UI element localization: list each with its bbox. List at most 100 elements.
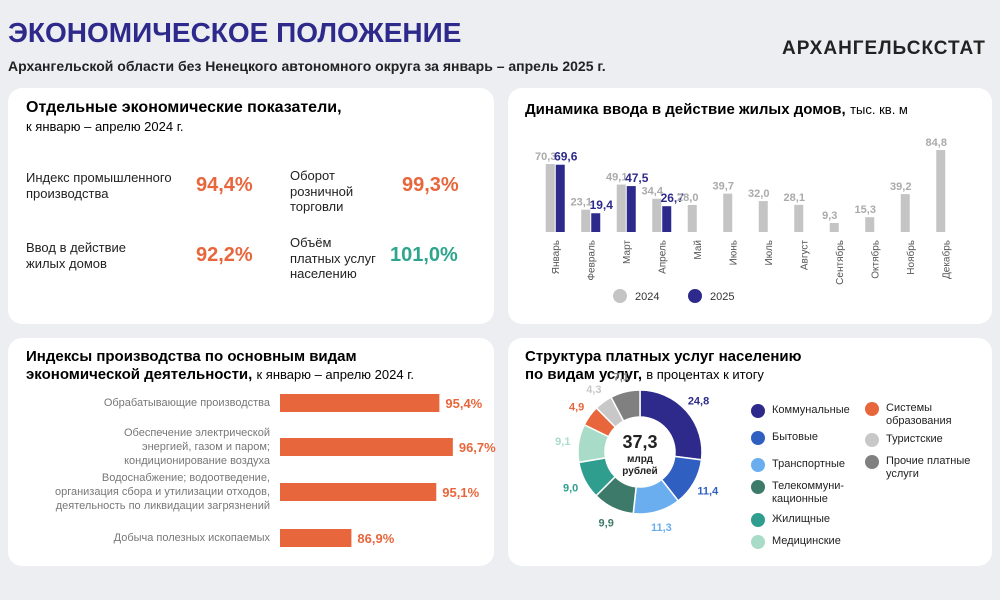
- indicator-value: 94,4%: [196, 174, 253, 196]
- value-label: 9,3: [822, 210, 837, 222]
- x-tick-label: Ноябрь: [905, 240, 917, 275]
- value-label: 49,1: [606, 172, 627, 184]
- bar: [687, 204, 697, 232]
- brand: АРХАНГЕЛЬСКСТАТ: [782, 38, 986, 59]
- bar: [280, 483, 437, 501]
- value-label: 9,9: [599, 517, 614, 529]
- value-label: 70,3: [535, 151, 556, 163]
- indicator-label: Индекс промышленного производства: [26, 170, 172, 201]
- bar: [591, 213, 601, 232]
- bar: [662, 206, 672, 232]
- category-label: Водоснабжение; водоотведение, организаци…: [54, 471, 270, 513]
- page-subtitle: Архангельской области без Ненецкого авто…: [8, 58, 606, 74]
- legend-marker: [865, 433, 879, 447]
- subtitle: в процентах к итогу: [646, 367, 764, 382]
- legend-label: Транспортные: [772, 458, 845, 470]
- value-label: 95,1%: [442, 485, 479, 500]
- value-label: 7,1: [614, 371, 629, 383]
- panel: [8, 88, 494, 324]
- value-label: 24,8: [688, 395, 709, 407]
- legend-marker: [751, 513, 765, 527]
- legend-label: 2025: [710, 291, 734, 303]
- panel: [508, 88, 992, 324]
- subtitle: к январю – апрелю 2024 г.: [256, 367, 414, 382]
- legend-label: Прочие платные услуги: [886, 455, 971, 481]
- legend-label: Туристские: [886, 433, 943, 445]
- value-label: 47,5: [625, 171, 649, 185]
- x-tick-label: Август: [799, 240, 810, 271]
- title: Структура платных услуг населению по вид…: [525, 348, 802, 383]
- x-tick-label: Май: [693, 240, 704, 260]
- indicator-value: 99,3%: [402, 174, 459, 196]
- legend-label: 2024: [635, 291, 659, 303]
- legend-marker: [751, 535, 765, 549]
- x-tick-label: Декабрь: [940, 240, 952, 279]
- panel-title: Отдельные экономические показатели, к янв…: [26, 98, 466, 136]
- bar: [626, 186, 636, 232]
- value-label: 69,6: [554, 150, 578, 164]
- bar: [545, 164, 555, 232]
- value-label: 9,1: [555, 436, 570, 448]
- panel-title: Индексы производства по основным видам э…: [26, 348, 486, 384]
- title: Динамика ввода в действие жилых домов,: [525, 101, 846, 118]
- x-tick-label: Октябрь: [869, 240, 881, 279]
- bar: [555, 164, 565, 232]
- legend-label: Системы образования: [886, 402, 952, 428]
- value-label: 28,0: [677, 192, 698, 204]
- x-tick-label: Февраль: [586, 240, 597, 281]
- x-tick-label: Сентябрь: [834, 240, 846, 285]
- category-label: Обеспечение электрической энергией, газо…: [124, 426, 270, 468]
- legend-label: Бытовые: [772, 431, 819, 443]
- legend-marker: [613, 289, 627, 303]
- unit: тыс. кв. м: [850, 102, 908, 117]
- x-tick-label: Апрель: [657, 240, 668, 274]
- legend-marker: [865, 402, 879, 416]
- value-label: 39,7: [713, 181, 734, 193]
- donut-slice: [610, 389, 641, 423]
- title: Индексы производства по основным видам э…: [26, 348, 357, 383]
- value-label: 19,4: [590, 198, 614, 212]
- value-label: 4,3: [586, 384, 601, 396]
- bar: [936, 150, 946, 232]
- bar: [900, 194, 910, 232]
- indicator-value: 92,2%: [196, 244, 253, 266]
- value-label: 95,4%: [445, 396, 482, 411]
- x-tick-label: Июль: [764, 240, 775, 266]
- indicator-label: Ввод в действие жилых домов: [26, 240, 127, 271]
- legend-marker: [751, 480, 765, 494]
- bar: [652, 198, 662, 232]
- title: Отдельные экономические показатели,: [26, 99, 342, 116]
- category-label: Добыча полезных ископаемых: [113, 532, 270, 544]
- legend-label: Коммунальные: [772, 404, 850, 416]
- indicator-value: 101,0%: [390, 244, 458, 266]
- bar: [616, 184, 626, 232]
- panel-title: Динамика ввода в действие жилых домов, т…: [525, 100, 985, 119]
- subtitle: к январю – апрелю 2024 г.: [26, 119, 184, 135]
- value-label: 39,2: [890, 181, 911, 193]
- bar: [865, 217, 875, 232]
- center-label: млрд рублей: [622, 454, 658, 477]
- value-label: 11,4: [697, 486, 719, 498]
- x-tick-label: Январь: [551, 240, 562, 274]
- indicator-label: Объём платных услуг населению: [290, 235, 376, 282]
- x-tick-label: Июнь: [728, 240, 739, 265]
- x-tick-label: Март: [622, 240, 633, 264]
- bar: [758, 201, 768, 232]
- legend-marker: [751, 431, 765, 445]
- legend-marker: [751, 458, 765, 472]
- value-label: 15,3: [855, 204, 876, 216]
- bar: [794, 204, 804, 232]
- category-label: Обрабатывающие производства: [103, 397, 270, 409]
- value-label: 86,9%: [357, 531, 394, 546]
- center-value: 37,3: [622, 432, 657, 452]
- value-label: 9,0: [563, 483, 578, 495]
- bar: [581, 209, 591, 232]
- legend-label: Жилищные: [772, 513, 831, 525]
- legend-marker: [865, 455, 879, 469]
- bar: [280, 529, 352, 547]
- bar: [723, 193, 733, 232]
- value-label: 23,1: [571, 197, 592, 209]
- legend-marker: [751, 404, 765, 418]
